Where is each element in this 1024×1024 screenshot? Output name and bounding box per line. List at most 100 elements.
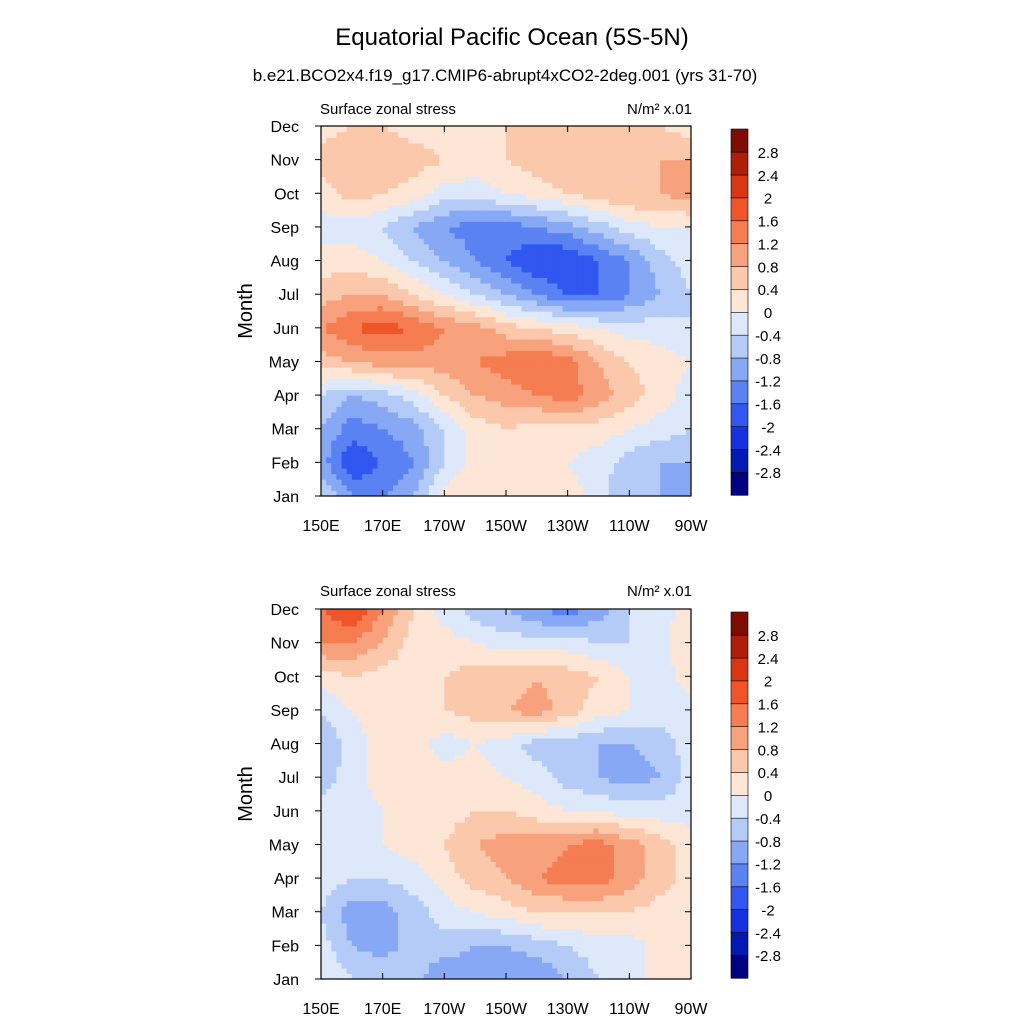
heatmap-cell — [387, 260, 394, 267]
heatmap-cell — [603, 126, 610, 133]
heatmap-cell — [372, 215, 379, 222]
heatmap-cell — [495, 417, 502, 424]
heatmap-cell — [521, 333, 528, 340]
heatmap-cell — [459, 142, 466, 150]
heatmap-cell — [516, 243, 523, 250]
heatmap-cell — [536, 221, 543, 228]
heatmap-cell — [536, 372, 543, 379]
heatmap-cell — [655, 428, 661, 435]
heatmap-cell — [377, 232, 384, 239]
heatmap-cell — [598, 305, 605, 312]
heatmap-cell — [362, 131, 368, 138]
heatmap-cell — [439, 232, 445, 239]
heatmap-cell — [321, 260, 327, 267]
heatmap-cell — [655, 333, 661, 340]
heatmap-cell — [321, 333, 327, 340]
heatmap-cell — [434, 490, 440, 496]
heatmap-cell — [634, 339, 641, 346]
heatmap-cell — [506, 395, 512, 402]
heatmap-cell — [356, 316, 363, 323]
heatmap-cell — [459, 467, 466, 475]
heatmap-cell — [428, 243, 435, 250]
heatmap-cell — [341, 445, 348, 452]
heatmap-cell — [521, 137, 528, 144]
heatmap-cell — [418, 367, 425, 374]
heatmap-cell — [583, 187, 589, 194]
heatmap-cell — [351, 355, 358, 363]
heatmap-cell — [398, 170, 404, 178]
heatmap-cell — [480, 350, 487, 357]
heatmap-cell — [655, 249, 661, 256]
heatmap-cell — [649, 198, 656, 206]
heatmap-cell — [326, 484, 332, 491]
heatmap-cell — [444, 479, 451, 486]
heatmap-cell — [511, 277, 517, 284]
heatmap-cell — [629, 193, 636, 200]
heatmap-cell — [470, 484, 476, 491]
heatmap-cell — [372, 187, 379, 194]
heatmap-cell — [541, 423, 548, 430]
heatmap-cell — [649, 154, 656, 161]
heatmap-cell — [408, 210, 415, 217]
heatmap-cell — [464, 361, 471, 368]
heatmap-cell — [665, 350, 672, 357]
heatmap-cell — [547, 339, 553, 346]
heatmap-cell — [598, 316, 605, 323]
heatmap-cell — [392, 170, 399, 178]
heatmap-cell — [557, 383, 564, 391]
heatmap-cell — [392, 479, 399, 486]
heatmap-cell — [367, 395, 373, 402]
heatmap-cell — [562, 456, 569, 463]
heatmap-cell — [341, 243, 348, 250]
heatmap-cell — [356, 165, 363, 172]
heatmap-cell — [603, 367, 610, 374]
heatmap-cell — [459, 378, 466, 385]
heatmap-cell — [428, 322, 435, 329]
heatmap-cell — [362, 350, 368, 357]
heatmap-cell — [649, 428, 656, 435]
heatmap-cell — [362, 423, 368, 430]
heatmap-cell — [588, 484, 594, 491]
heatmap-cell — [613, 355, 620, 363]
heatmap-cell — [392, 277, 399, 284]
heatmap-cell — [480, 451, 487, 458]
heatmap-cell — [377, 389, 384, 396]
heatmap-cell — [449, 131, 456, 138]
heatmap-cell — [572, 322, 579, 329]
heatmap-cell — [382, 484, 389, 491]
heatmap-cell — [408, 389, 415, 396]
heatmap-cell — [603, 204, 610, 211]
heatmap-cell — [423, 473, 430, 480]
heatmap-cell — [387, 305, 394, 312]
heatmap-cell — [644, 294, 651, 301]
heatmap-cell — [449, 165, 456, 172]
heatmap-cell — [336, 439, 343, 447]
y-tick-label: Jan — [273, 489, 299, 506]
heatmap-cell — [541, 154, 548, 161]
heatmap-cell — [423, 294, 430, 301]
heatmap-cell — [408, 154, 415, 161]
heatmap-cell — [506, 355, 512, 363]
heatmap-cell — [634, 204, 641, 211]
heatmap-cell — [367, 311, 373, 318]
heatmap-cell — [336, 198, 343, 206]
heatmap-cell — [413, 439, 420, 447]
heatmap-cell — [552, 400, 558, 407]
heatmap-cell — [372, 451, 379, 458]
heatmap-cell — [326, 344, 332, 351]
heatmap-cell — [444, 473, 451, 480]
heatmap-cell — [608, 479, 615, 486]
heatmap-cell — [552, 137, 558, 144]
heatmap-cell — [608, 451, 615, 458]
heatmap-cell — [495, 159, 502, 166]
heatmap-cell — [444, 311, 451, 318]
heatmap-cell — [644, 473, 651, 480]
heatmap-cell — [475, 294, 481, 301]
heatmap-cell — [346, 226, 353, 234]
heatmap-cell — [444, 423, 451, 430]
heatmap-cell — [428, 316, 435, 323]
heatmap-cell — [655, 355, 661, 363]
heatmap-cell — [351, 973, 358, 979]
heatmap-cell — [434, 383, 440, 391]
heatmap-cell — [649, 294, 656, 301]
